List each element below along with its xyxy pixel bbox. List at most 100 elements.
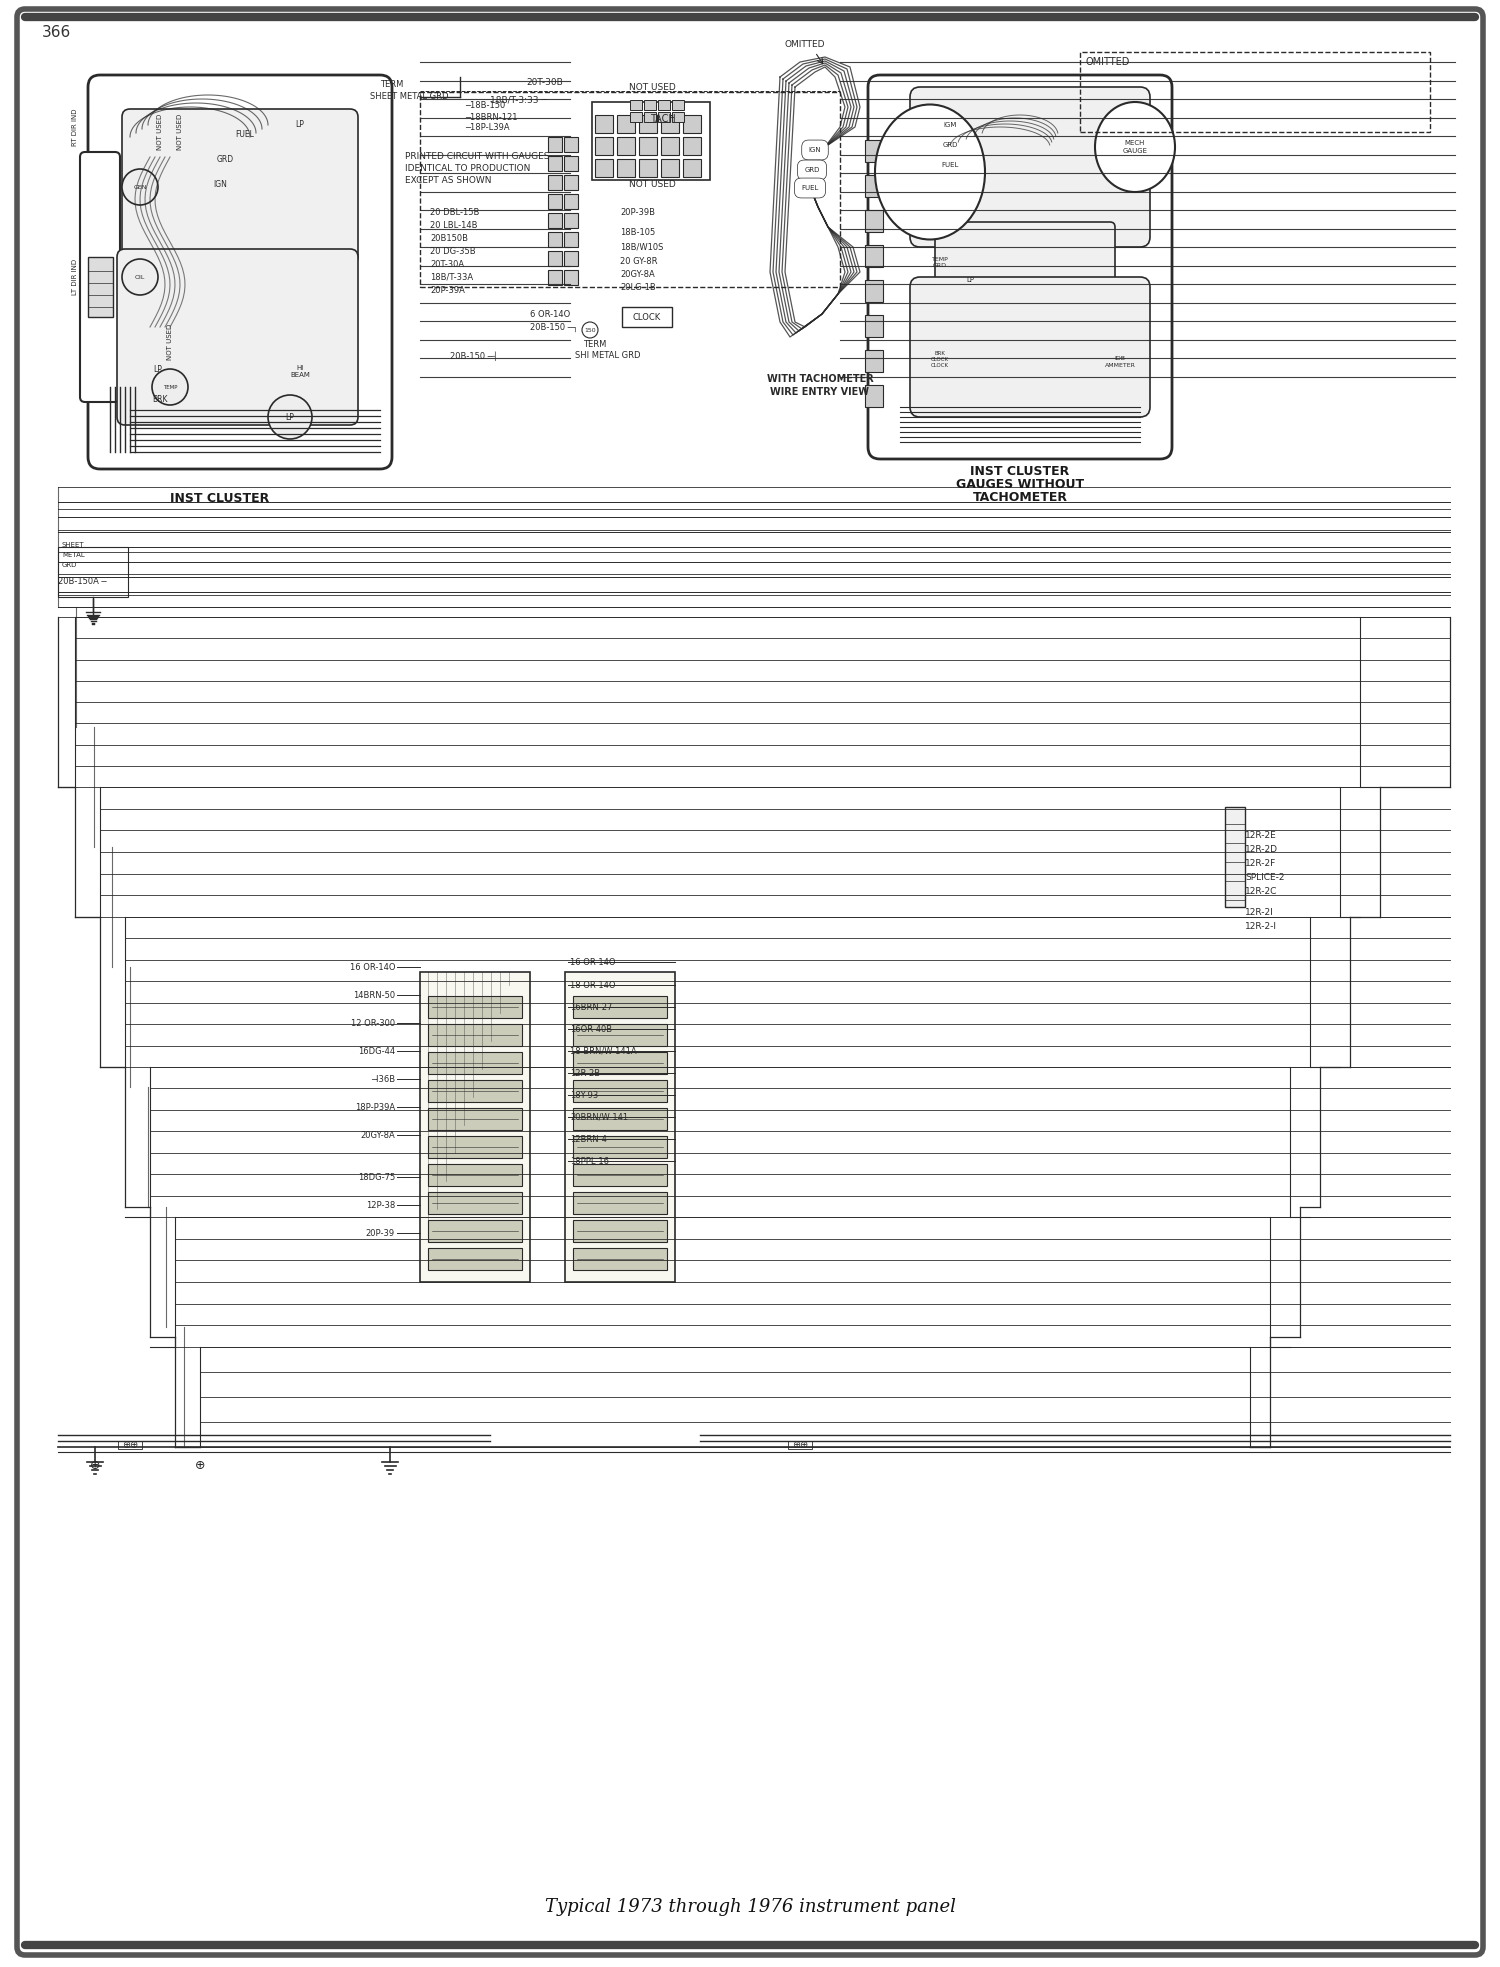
Text: 20B-150 ─┤: 20B-150 ─┤ (450, 352, 498, 362)
Bar (573, 1107, 668, 1129)
Bar (564, 138, 578, 151)
Text: IGN: IGN (213, 181, 226, 189)
Circle shape (582, 323, 598, 338)
FancyBboxPatch shape (117, 250, 358, 425)
Bar (616, 159, 634, 177)
Bar (622, 307, 672, 327)
Text: 18B/T-3:33 ─: 18B/T-3:33 ─ (490, 94, 546, 104)
Text: EXCEPT AS SHOWN: EXCEPT AS SHOWN (405, 175, 492, 185)
Text: NOT USED: NOT USED (628, 181, 676, 189)
Bar (682, 114, 700, 134)
Text: 20B150B: 20B150B (430, 234, 468, 242)
Circle shape (122, 260, 158, 295)
Text: LP: LP (285, 413, 294, 421)
Text: TACH: TACH (650, 114, 675, 124)
Bar (1226, 806, 1245, 907)
Circle shape (268, 395, 312, 439)
Bar (865, 140, 883, 161)
Bar (592, 102, 710, 181)
Text: ⊕: ⊕ (90, 1460, 101, 1471)
Text: 20GY-8A: 20GY-8A (620, 269, 654, 279)
Text: SHEET METAL GRD: SHEET METAL GRD (370, 92, 448, 100)
Bar (788, 1442, 812, 1450)
Bar (88, 258, 112, 317)
Text: 12P-38: 12P-38 (366, 1200, 394, 1210)
Bar (564, 212, 578, 228)
Bar (564, 232, 578, 248)
Text: 20T-30A: 20T-30A (430, 260, 464, 269)
Circle shape (152, 370, 188, 405)
Text: Typical 1973 through 1976 instrument panel: Typical 1973 through 1976 instrument pan… (544, 1898, 956, 1916)
Text: 20 LBL-14B: 20 LBL-14B (430, 220, 477, 230)
Bar (427, 1192, 522, 1214)
Bar (672, 112, 684, 122)
Text: 20P-39B: 20P-39B (620, 207, 656, 216)
Bar (564, 175, 578, 191)
Bar (427, 1137, 522, 1159)
Text: 150: 150 (584, 327, 596, 332)
Bar (573, 995, 668, 1019)
Text: METAL: METAL (62, 553, 84, 559)
Bar (662, 114, 680, 134)
Text: NOT USED: NOT USED (158, 114, 164, 149)
Bar (548, 155, 562, 171)
Bar (639, 138, 657, 155)
Text: 16 OR-14O: 16 OR-14O (350, 962, 394, 972)
Text: GRD: GRD (804, 167, 819, 173)
Text: 18Y-93: 18Y-93 (570, 1090, 598, 1100)
Text: NOT USED: NOT USED (166, 325, 172, 360)
Text: ⊕⊕: ⊕⊕ (792, 1440, 808, 1450)
FancyBboxPatch shape (910, 277, 1150, 417)
Text: 18B/W10S: 18B/W10S (620, 242, 663, 252)
Text: CLOCK: CLOCK (633, 313, 662, 321)
Bar (566, 972, 675, 1282)
Text: ─18BRN-121: ─18BRN-121 (465, 112, 518, 122)
Text: FUEL: FUEL (801, 185, 819, 191)
Text: OMITTED: OMITTED (1084, 57, 1130, 67)
FancyBboxPatch shape (122, 108, 358, 266)
Bar (865, 246, 883, 268)
Text: INST CLUSTER: INST CLUSTER (970, 464, 1070, 478)
Text: BRK
CLOCK
CLOCK: BRK CLOCK CLOCK (932, 350, 950, 368)
Text: 12R-2B: 12R-2B (570, 1068, 600, 1078)
Ellipse shape (874, 104, 986, 240)
Bar (548, 212, 562, 228)
Text: 12R-2F: 12R-2F (1245, 858, 1276, 867)
Bar (427, 1107, 522, 1129)
Text: SHEET: SHEET (62, 543, 84, 549)
Text: 366: 366 (42, 26, 72, 39)
Bar (616, 138, 634, 155)
FancyBboxPatch shape (80, 151, 120, 401)
Text: 20P-39A: 20P-39A (430, 285, 465, 295)
Text: OIL: OIL (135, 275, 146, 279)
Text: TEMP
GRD: TEMP GRD (932, 258, 948, 268)
Text: 12R-2D: 12R-2D (1245, 844, 1278, 854)
Bar (630, 112, 642, 122)
Text: RT DIR IND: RT DIR IND (72, 108, 78, 146)
Text: 18 OR-14O: 18 OR-14O (570, 980, 615, 989)
Text: 20T-30B: 20T-30B (526, 79, 564, 87)
Text: 12BRN-4: 12BRN-4 (570, 1135, 608, 1143)
Text: 18DG-75: 18DG-75 (357, 1172, 395, 1182)
Text: 20 GY-8R: 20 GY-8R (620, 256, 657, 266)
Text: 14BRN-50: 14BRN-50 (352, 991, 395, 999)
Text: 16BRN-27: 16BRN-27 (570, 1003, 612, 1011)
Text: INST CLUSTER: INST CLUSTER (171, 492, 270, 506)
FancyBboxPatch shape (88, 75, 392, 468)
Text: 18PPL-16: 18PPL-16 (570, 1157, 609, 1166)
Text: LP: LP (296, 120, 304, 130)
FancyBboxPatch shape (16, 10, 1484, 1955)
Text: ─18B-150: ─18B-150 (465, 100, 506, 110)
Text: 12R-2-I: 12R-2-I (1245, 921, 1276, 930)
Text: 20 DBL-15B: 20 DBL-15B (430, 207, 480, 216)
Bar (865, 210, 883, 232)
Bar (662, 159, 680, 177)
Bar (548, 252, 562, 266)
Text: 16DG-44: 16DG-44 (358, 1046, 394, 1056)
Bar (564, 252, 578, 266)
Bar (427, 1025, 522, 1046)
Text: ⊕⊕: ⊕⊕ (122, 1440, 138, 1450)
Text: MECH
GAUGE: MECH GAUGE (1122, 140, 1148, 153)
Text: 16OR-40B: 16OR-40B (570, 1025, 612, 1033)
Text: FUEL: FUEL (236, 130, 255, 140)
